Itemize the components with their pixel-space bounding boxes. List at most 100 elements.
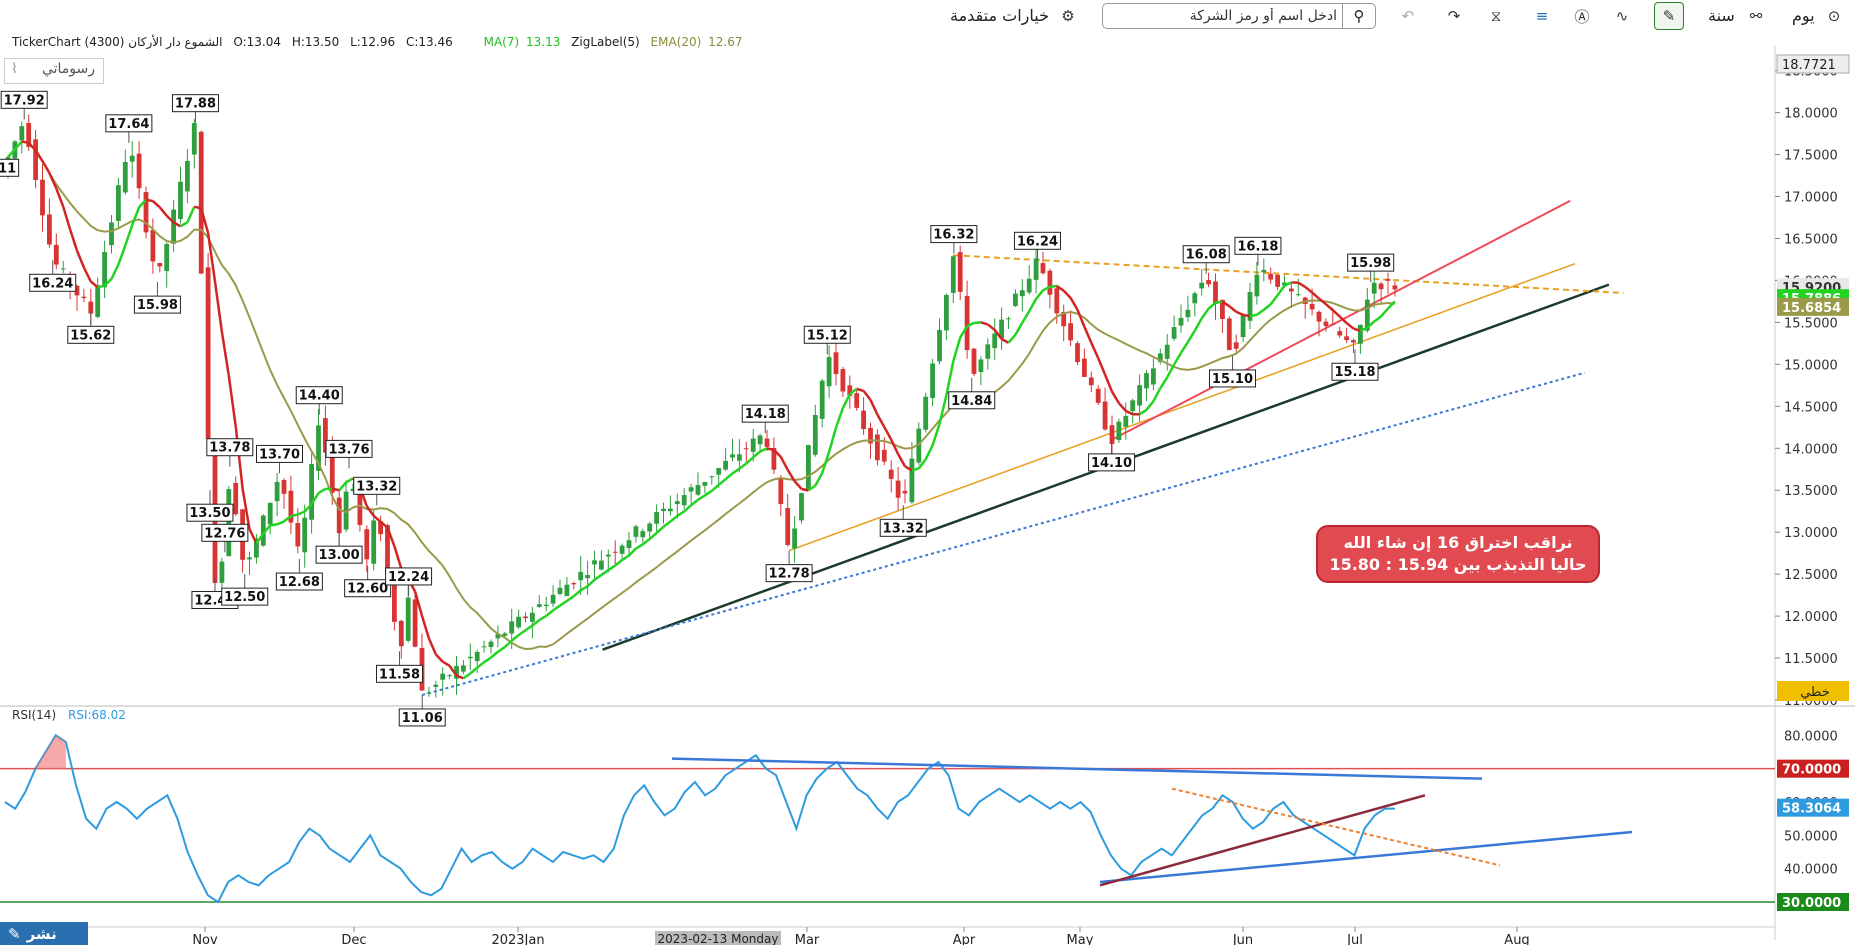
rsi-tick-label: 40.0000: [1784, 863, 1838, 878]
candle-body: [122, 162, 128, 193]
ma7-segment: [338, 481, 348, 492]
rsi-title: RSI(14): [12, 708, 56, 722]
candle-body: [978, 359, 984, 373]
candle-body: [247, 557, 252, 560]
ma7-segment: [317, 487, 327, 495]
trendlines: [421, 199, 1624, 696]
ma7-segment: [165, 214, 175, 224]
rsi-tick-label: 80.0000: [1784, 729, 1838, 744]
ma7-segment: [1001, 337, 1010, 344]
zig-label-box: [221, 587, 269, 606]
period-year-button[interactable]: سنة: [1708, 6, 1735, 25]
zig-label: 16.24: [1017, 234, 1058, 249]
zig-label-box: [275, 572, 323, 591]
candle-body: [509, 621, 515, 634]
ma7-segment: [593, 573, 603, 581]
indicator-icon[interactable]: ∿: [1615, 7, 1629, 25]
zig-label: 11.06: [402, 711, 443, 726]
price-tick-label: 15.5000: [1784, 316, 1838, 331]
candle-body: [930, 363, 935, 399]
compare-icon[interactable]: ⧖: [1490, 7, 1502, 25]
candle-body: [295, 523, 301, 547]
lines-icon[interactable]: ≡: [1535, 7, 1549, 25]
candle-body: [716, 468, 722, 475]
candle-body: [371, 520, 377, 564]
annotation-a-icon[interactable]: Ⓐ: [1574, 7, 1590, 26]
ma7-segment: [676, 510, 685, 517]
redo-icon[interactable]: ↷: [1447, 7, 1461, 25]
candle-body: [267, 502, 273, 525]
zig-label-box: [803, 325, 851, 344]
candle-body: [750, 438, 756, 452]
zig-label-box: [398, 708, 446, 727]
candle-body: [350, 488, 356, 492]
candle-body: [26, 123, 32, 147]
candle-body: [33, 139, 38, 180]
advanced-options-button[interactable]: خيارات متقدمة: [950, 6, 1049, 25]
search-icon[interactable]: ⚲: [1342, 4, 1375, 28]
zig-label-box: [375, 664, 423, 683]
resistance-line: [953, 254, 1624, 295]
candle-body: [564, 584, 570, 597]
time-label: May: [1067, 933, 1094, 945]
ma7-segment: [1221, 300, 1230, 308]
zig-label: 13.50: [189, 506, 230, 521]
candle-body: [626, 540, 632, 548]
ma7-segment: [1145, 400, 1155, 411]
price-tick-label: 11.5000: [1784, 652, 1838, 667]
ma7-segment: [752, 450, 761, 459]
toolbar: ⊙ يوم ⚯ سنة ✎ ∿ Ⓐ ≡ ⧖ ↷ ↶ ⚲ ⚙ خيارات متق…: [0, 0, 1855, 32]
publish-label: نشر: [26, 924, 57, 943]
candle-body: [47, 214, 52, 245]
link-icon[interactable]: ⚯: [1749, 7, 1763, 25]
candle-body: [502, 633, 508, 636]
annotation-box[interactable]: نراقب اختراق 16 إن شاء الله حاليا التذبذ…: [1316, 525, 1600, 583]
time-label: Mar: [795, 933, 820, 945]
search-input[interactable]: [1107, 6, 1339, 26]
ma7-segment: [1083, 326, 1093, 344]
draw-tool-icon[interactable]: ✎: [1654, 2, 1684, 30]
candle-body: [1130, 400, 1136, 412]
zig-label: 12.68: [279, 575, 320, 590]
ma7-segment: [138, 198, 147, 209]
candle-body: [1392, 285, 1398, 290]
zig-label-box: [948, 391, 996, 410]
gear-icon[interactable]: ⚙: [1061, 7, 1075, 25]
candle-body: [1171, 327, 1177, 339]
ma7-segment: [642, 538, 651, 546]
period-day-button[interactable]: يوم: [1792, 6, 1815, 25]
clock-icon[interactable]: ⊙: [1827, 7, 1841, 25]
candle-body: [640, 531, 646, 538]
candle-body: [254, 538, 259, 558]
price-tick-label: 16.5000: [1784, 232, 1838, 247]
candle-body: [1199, 282, 1205, 289]
candle-body: [1261, 269, 1267, 273]
zig-label: 12.76: [204, 526, 245, 541]
ma7-segment: [786, 469, 796, 482]
candle-body: [806, 445, 811, 490]
ma7-segment: [1042, 285, 1051, 292]
ma7-segment: [310, 492, 320, 505]
undo-icon[interactable]: ↶: [1401, 7, 1415, 25]
ma7-segment: [1215, 300, 1223, 304]
candle-body: [695, 485, 701, 495]
candle-body: [1364, 299, 1370, 331]
candle-body: [385, 525, 390, 574]
candle-body: [612, 551, 618, 553]
ma7-segment: [262, 524, 272, 535]
top-price-label: 18.7721: [1782, 58, 1836, 73]
candle-body: [357, 483, 363, 526]
publish-button[interactable]: ✎ نشر: [0, 922, 88, 945]
ma7-segment: [586, 578, 596, 588]
ema-price-label-bg: [1777, 297, 1849, 316]
ma7-segment: [862, 390, 872, 401]
ma7-segment: [856, 387, 864, 393]
rsi-30-label-bg: [1777, 893, 1849, 911]
ma7-segment: [959, 325, 969, 339]
candle-body: [557, 587, 563, 594]
candle-body: [578, 571, 584, 581]
candle-body: [1102, 401, 1108, 430]
chart-type-button[interactable]: ⌇ رسوماتي: [4, 58, 104, 84]
ma7-segment: [524, 624, 534, 632]
